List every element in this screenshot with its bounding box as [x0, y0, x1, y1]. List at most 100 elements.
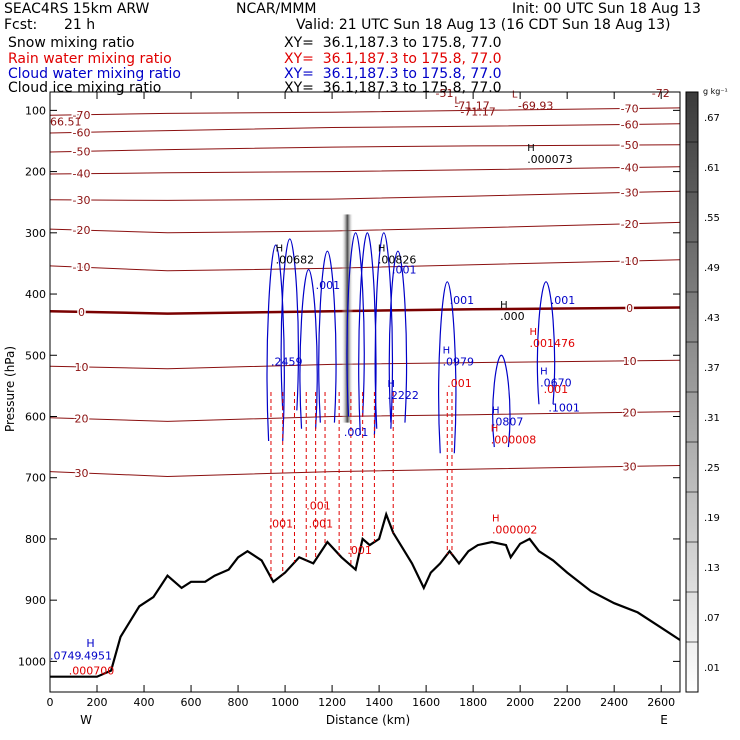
high-marker: H: [276, 244, 284, 255]
y-tick-label: 400: [25, 288, 46, 301]
contour-value-label: H: [86, 637, 94, 650]
x-tick-label: 400: [134, 696, 155, 709]
isotherm-label: -20: [73, 224, 91, 237]
contour-value-label: .000700: [69, 665, 115, 678]
low-value-label: -71.17: [460, 105, 495, 118]
cloud-water-contour: [438, 281, 457, 454]
x-axis-label: Distance (km): [326, 713, 410, 727]
isotherm-label: -40: [621, 161, 639, 174]
contour-value-label: .001: [544, 383, 569, 396]
isotherm-label: -30: [621, 186, 639, 199]
high-value-label: .001476: [530, 337, 576, 350]
x-tick-label: 1600: [412, 696, 440, 709]
colorbar-tick-label: .25: [704, 463, 720, 474]
cloud-water-contour: [346, 232, 365, 417]
isotherm-line: [49, 107, 681, 116]
field-xy-rain: XY= 36.1,187.3 to 175.8, 77.0: [284, 51, 502, 67]
init-label: Init: 00 UTC Sun 18 Aug 13: [512, 1, 701, 17]
contour-value-label: .2459: [271, 355, 303, 368]
high-marker: H: [492, 405, 500, 416]
isotherm-label: -60: [73, 126, 91, 139]
x-tick-label: 600: [181, 696, 202, 709]
y-tick-label: 900: [25, 594, 46, 607]
isotherm-label: 20: [75, 413, 89, 426]
y-axis-label: Pressure (hPa): [3, 346, 17, 432]
cloud-water-contour: [536, 281, 556, 405]
colorbar-tick-label: .37: [704, 363, 720, 374]
isotherm-line: [49, 411, 681, 422]
high-value-label: .0670: [540, 377, 572, 390]
cloud-water-contour: [318, 250, 337, 423]
contour-value-label: 66.51: [50, 115, 82, 128]
isotherm-label: -70: [73, 109, 91, 122]
contour-value-label: .1001: [548, 401, 580, 414]
high-value-label: .000002: [492, 524, 538, 537]
contour-value-label: .001: [309, 518, 334, 531]
x-endpoint-east: E: [660, 713, 668, 727]
x-tick-label: 2000: [506, 696, 534, 709]
x-endpoint-west: W: [80, 713, 92, 727]
cloud-water-contour: [492, 354, 511, 448]
terrain-line: [50, 510, 681, 678]
fcst-label: Fcst:: [4, 17, 38, 33]
contour-value-label: .4951: [81, 649, 113, 662]
high-value-label: .000073: [527, 153, 573, 166]
isotherm-label: -30: [73, 194, 91, 207]
contour-value-label: .0749: [50, 649, 82, 662]
x-tick-label: 2400: [600, 696, 628, 709]
isotherm-label: -50: [73, 145, 91, 158]
y-tick-label: 200: [25, 166, 46, 179]
high-value-label: .00682: [276, 254, 315, 267]
y-tick-label: 600: [25, 410, 46, 423]
y-tick-label: 800: [25, 533, 46, 546]
isotherm-line: [49, 123, 681, 134]
model-title: SEAC4RS 15km ARW: [4, 1, 150, 17]
colorbar-tick-label: .07: [704, 613, 720, 624]
isotherm-line: [49, 359, 681, 370]
high-value-label: .0807: [492, 415, 524, 428]
y-tick-label: 300: [25, 227, 46, 240]
contour-value-label: .001: [392, 264, 417, 277]
high-marker: H: [492, 514, 500, 525]
high-value-label: .0979: [443, 355, 475, 368]
high-value-label: .2222: [387, 389, 419, 402]
cloud-water-contour: [280, 238, 299, 411]
field-name-rain: Rain water mixing ratio: [8, 51, 172, 67]
isotherm-label: 10: [75, 361, 89, 374]
high-marker: H: [540, 367, 548, 378]
colorbar-tick-label: .67: [704, 113, 720, 124]
center-label: NCAR/MMM: [236, 1, 317, 17]
isotherm-label: 0: [78, 306, 85, 319]
contour-value-label: .001: [269, 518, 294, 531]
isotherm-label: -50: [621, 139, 639, 152]
x-tick-label: 0: [47, 696, 54, 709]
isotherm-label: -60: [621, 118, 639, 131]
isotherm-label: 30: [75, 467, 89, 480]
field-name-snow: Snow mixing ratio: [8, 35, 135, 51]
high-marker: H: [527, 143, 535, 154]
x-tick-label: 2200: [553, 696, 581, 709]
colorbar-tick-label: .19: [704, 513, 720, 524]
isotherm-label: 0: [626, 302, 633, 315]
contour-value-label: .001: [551, 294, 576, 307]
x-tick-label: 2600: [647, 696, 675, 709]
isotherm-line: [49, 144, 681, 153]
high-marker: H: [387, 379, 395, 390]
contour-value-label: .001: [306, 499, 331, 512]
colorbar-tick-label: .49: [704, 263, 720, 274]
isotherm-line: [49, 306, 681, 315]
contour-value-label: -71.17: [454, 99, 489, 112]
valid-label: Valid: 21 UTC Sun 18 Aug 13 (16 CDT Sun …: [296, 17, 671, 33]
contour-value-label: .001: [450, 294, 475, 307]
cloud-water-contour: [388, 250, 408, 423]
isotherm-label: 20: [623, 406, 637, 419]
contour-value-label: -51: [436, 87, 454, 100]
x-tick-label: 1200: [318, 696, 346, 709]
y-tick-label: 1000: [18, 655, 46, 668]
high-value-label: .000: [500, 310, 525, 323]
isotherm-line: [49, 221, 681, 234]
high-marker: H: [500, 300, 508, 311]
fcst-value: 21 h: [64, 17, 96, 33]
isotherm-line: [49, 465, 681, 478]
contour-value-label: .001: [316, 279, 341, 292]
